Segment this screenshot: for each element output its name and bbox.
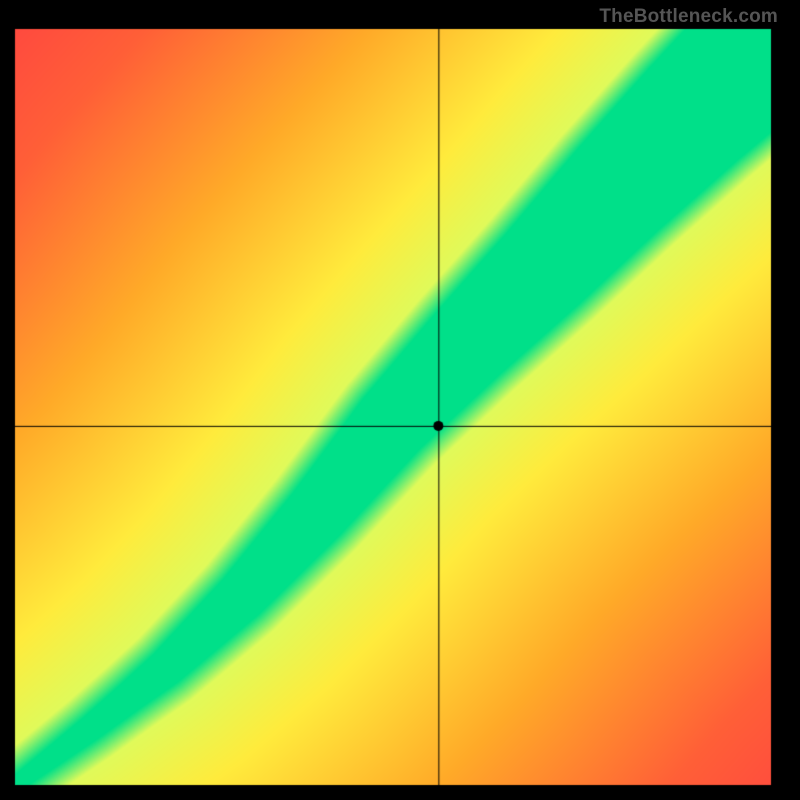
watermark-text: TheBottleneck.com bbox=[599, 6, 778, 28]
bottleneck-heatmap bbox=[0, 0, 800, 800]
chart-container: TheBottleneck.com bbox=[0, 0, 800, 800]
